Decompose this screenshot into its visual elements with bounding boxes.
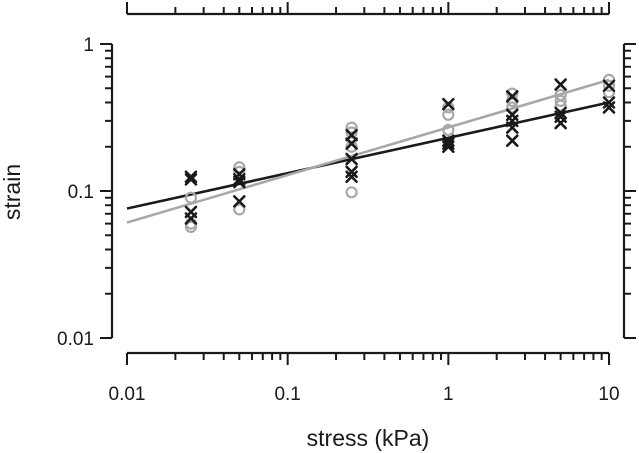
cross-stroke xyxy=(233,175,246,189)
y-tick-label: 1 xyxy=(83,35,94,56)
axes-frame xyxy=(110,12,626,355)
cross-point xyxy=(602,79,616,93)
fit-line-gray xyxy=(126,78,610,224)
circle-point xyxy=(602,79,616,92)
x-tick-label: 10 xyxy=(598,384,619,405)
circle-point xyxy=(442,123,455,137)
cross-point xyxy=(554,116,567,130)
cross-point xyxy=(345,128,358,142)
tick-labels: 0.01 0.1 1 10 1 0.1 0.01 xyxy=(57,35,620,405)
circle-point xyxy=(442,108,455,121)
cross-stroke xyxy=(602,79,616,93)
cross-point xyxy=(442,137,455,150)
cross-stroke xyxy=(233,195,246,208)
cross-point xyxy=(233,175,246,189)
cross-point xyxy=(554,78,567,91)
cross-point xyxy=(345,152,358,166)
cross-stroke xyxy=(505,134,519,147)
circle-point xyxy=(233,203,246,216)
circle-point xyxy=(506,87,519,100)
circle-point xyxy=(233,165,246,178)
circle-point xyxy=(345,140,358,153)
cross-point xyxy=(233,195,246,208)
circle-point xyxy=(233,161,246,174)
cross-point xyxy=(345,170,358,184)
cross-point xyxy=(233,173,246,186)
cross-stroke xyxy=(345,128,358,142)
cross-point xyxy=(345,137,358,150)
x-tick-label: 0.01 xyxy=(109,384,146,405)
fit-line-dark xyxy=(126,101,610,210)
cross-stroke xyxy=(505,90,519,103)
x-tick-label: 1 xyxy=(443,384,454,405)
circle-point xyxy=(345,121,358,134)
cross-point xyxy=(554,106,567,120)
cross-point xyxy=(602,101,616,114)
cross-stroke xyxy=(602,101,616,114)
cross-point xyxy=(442,97,455,111)
circle-point xyxy=(506,101,519,114)
cross-stroke xyxy=(442,97,455,111)
cross-stroke xyxy=(554,78,567,91)
cross-stroke xyxy=(345,137,358,150)
cross-point xyxy=(442,140,455,154)
cross-stroke xyxy=(345,170,358,184)
x-axis-title: stress (kPa) xyxy=(307,425,430,451)
cross-point xyxy=(184,212,198,225)
cross-stroke xyxy=(442,137,455,150)
circle-point xyxy=(345,186,358,199)
circle-point xyxy=(184,191,198,204)
cross-stroke xyxy=(184,173,198,186)
cross-stroke xyxy=(233,173,246,186)
cross-point xyxy=(184,173,198,186)
cross-stroke xyxy=(184,170,198,184)
circle-point xyxy=(345,126,358,139)
cross-stroke xyxy=(442,140,455,154)
circle-point xyxy=(184,220,198,233)
cross-point xyxy=(505,90,519,103)
data-points xyxy=(184,73,616,233)
x-tick-label: 0.1 xyxy=(274,384,300,405)
fit-lines xyxy=(126,78,610,224)
cross-stroke xyxy=(184,212,198,225)
circle-point xyxy=(554,94,567,108)
y-tick-label: 0.1 xyxy=(68,182,94,203)
cross-stroke xyxy=(554,116,567,130)
cross-stroke xyxy=(554,106,567,120)
y-axis-title: strain xyxy=(0,164,25,220)
cross-stroke xyxy=(505,121,519,134)
cross-point xyxy=(505,134,519,147)
cross-point xyxy=(184,170,198,184)
circle-point xyxy=(554,99,567,112)
y-tick-label: 0.01 xyxy=(57,329,94,350)
cross-stroke xyxy=(345,152,358,166)
cross-point xyxy=(505,121,519,134)
axis-ticks xyxy=(100,2,636,365)
